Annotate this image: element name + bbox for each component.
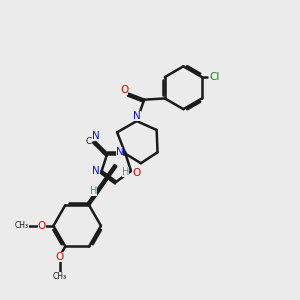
Text: N: N <box>92 166 100 176</box>
Text: N: N <box>116 147 123 157</box>
Text: N: N <box>134 111 141 121</box>
Text: H: H <box>122 167 129 177</box>
Text: O: O <box>38 221 46 231</box>
Text: C: C <box>85 137 92 146</box>
Text: Cl: Cl <box>209 72 220 82</box>
Text: N: N <box>92 131 100 141</box>
Text: O: O <box>132 167 140 178</box>
Text: H: H <box>90 186 98 196</box>
Text: CH₃: CH₃ <box>15 221 29 230</box>
Text: CH₃: CH₃ <box>53 272 67 280</box>
Text: O: O <box>56 252 64 262</box>
Text: O: O <box>120 85 128 95</box>
